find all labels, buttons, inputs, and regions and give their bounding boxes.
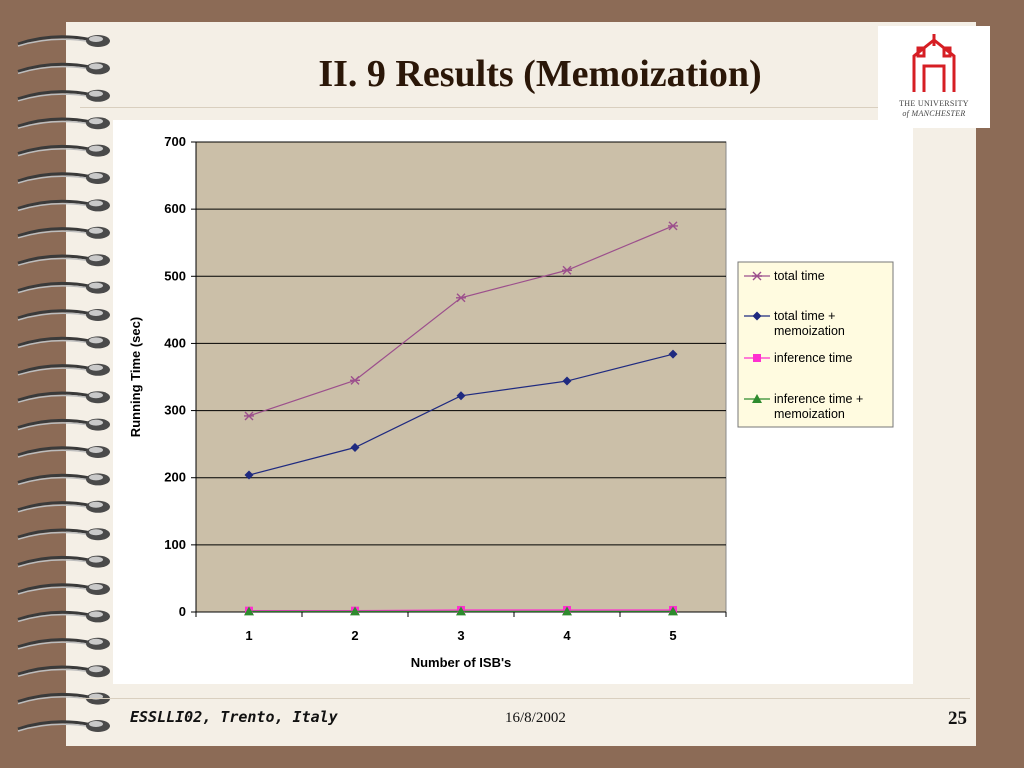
footer-date: 16/8/2002 (505, 710, 566, 726)
legend-label: total time + memoization (774, 309, 845, 338)
legend-label: total time (774, 269, 825, 283)
binding-ring (17, 117, 110, 130)
chart-panel: 0 100 200 300 400 500 600 700 1 2 3 4 5 Number of ISB… (113, 120, 913, 684)
y-tick-label: 600 (164, 201, 186, 216)
binding-ring (17, 391, 110, 404)
data-point (668, 221, 678, 231)
data-point (562, 606, 572, 616)
footer-event: ESSLLI02, Trento, Italy (130, 708, 338, 726)
binding-ring (17, 144, 110, 157)
y-tick-label: 500 (164, 268, 186, 283)
binding-ring (17, 199, 110, 212)
legend: total time total time + memoization inferen… (737, 261, 894, 428)
binding-ring (17, 281, 110, 294)
logo-text-line1: THE UNIVERSITY (899, 99, 969, 108)
series-total-time (244, 221, 678, 421)
binding-ring (17, 35, 110, 47)
x-tick-label: 4 (563, 628, 571, 643)
university-crest-icon (912, 34, 956, 92)
y-tick-label: 300 (164, 403, 186, 418)
legend-label: inference time + memoization (774, 392, 863, 421)
binding-ring (17, 446, 110, 458)
binding-ring (17, 254, 110, 267)
data-point (244, 470, 254, 480)
data-point (562, 265, 572, 275)
binding-ring (17, 555, 110, 568)
data-point (244, 411, 254, 421)
data-point (752, 271, 762, 281)
running-time-chart: 0 100 200 300 400 500 600 700 1 2 3 4 5 Number of ISB… (128, 134, 894, 670)
data-point (752, 311, 762, 321)
x-tick-label: 5 (669, 628, 676, 643)
series-inference-time-memoization (244, 606, 678, 616)
spiral-binding (17, 35, 110, 732)
plot-area (195, 141, 727, 613)
data-point (244, 606, 254, 616)
data-point (562, 376, 572, 386)
x-tick-label: 1 (245, 628, 252, 643)
y-tick-label: 200 (164, 470, 186, 485)
page-number: 25 (948, 708, 967, 729)
binding-ring (17, 473, 110, 486)
footer-divider (80, 698, 970, 699)
binding-ring (17, 720, 110, 732)
binding-ring (17, 336, 110, 349)
x-tick-label: 2 (351, 628, 358, 643)
legend-label: inference time (774, 351, 853, 365)
data-point (350, 375, 360, 385)
binding-ring (17, 610, 110, 623)
binding-ring (17, 89, 110, 102)
y-tick-label: 0 (179, 604, 186, 619)
binding-ring (17, 637, 110, 650)
y-tick-label: 400 (164, 335, 186, 350)
x-tick-label: 3 (457, 628, 464, 643)
data-point (350, 606, 360, 616)
logo-text-line2: of MANCHESTER (902, 109, 966, 118)
data-point (753, 354, 761, 362)
data-point (456, 293, 466, 303)
data-point (350, 443, 360, 452)
binding-ring (17, 500, 110, 513)
data-point (456, 391, 466, 401)
binding-ring (17, 583, 110, 595)
series-total-time-memoization (244, 349, 678, 480)
x-axis-label: Number of ISB's (411, 655, 512, 670)
binding-ring (17, 418, 110, 431)
binding-ring (17, 226, 110, 239)
binding-ring (17, 363, 110, 376)
y-tick-label: 700 (164, 134, 186, 149)
y-tick-label: 100 (164, 537, 186, 552)
data-point (668, 606, 678, 616)
binding-ring (17, 172, 110, 184)
y-axis-label: Running Time (sec) (128, 317, 143, 437)
data-point (752, 394, 762, 403)
slide-title: II. 9 Results (Memoization) (318, 53, 762, 95)
binding-ring (17, 309, 110, 321)
university-logo: THE UNIVERSITY of MANCHESTER (878, 26, 990, 128)
data-point (456, 606, 466, 616)
binding-ring (17, 665, 110, 678)
data-point (668, 349, 678, 359)
title-divider (80, 107, 885, 108)
binding-ring (17, 528, 110, 541)
binding-ring (17, 62, 110, 75)
